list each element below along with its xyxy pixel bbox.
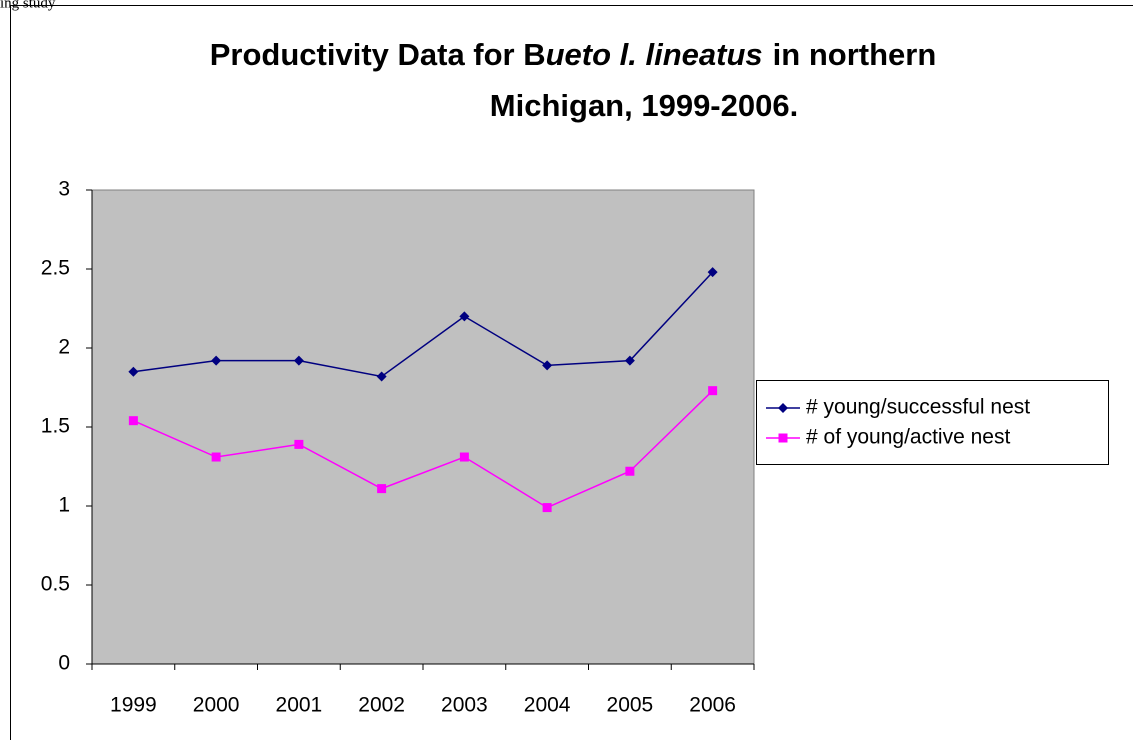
point <box>376 371 387 382</box>
chart-title: Productivity Data for Bueto l. lineatus i… <box>210 37 937 72</box>
legend-label: # of young/active nest <box>806 426 1010 449</box>
chart-title: Michigan, 1999-2006. <box>490 88 798 123</box>
point <box>459 311 470 322</box>
y-tick-label: 2.5 <box>41 257 70 280</box>
point <box>211 355 222 366</box>
y-tick-label: 2 <box>58 336 70 359</box>
point <box>128 416 138 426</box>
x-tick-label: 1999 <box>110 694 157 717</box>
x-tick-label: 2000 <box>193 694 240 717</box>
plot-area <box>91 189 755 665</box>
series-line <box>133 271 714 378</box>
legend-box <box>756 380 1109 465</box>
y-tick-label: 3 <box>58 178 70 201</box>
title-part: in northern <box>773 37 937 72</box>
y-tick-label: 1.5 <box>41 415 70 438</box>
series-line <box>133 390 714 509</box>
point <box>211 452 221 462</box>
y-tick-label: 1 <box>58 494 70 517</box>
point <box>377 484 387 494</box>
caption-backing <box>0 0 120 5</box>
caption: ing study <box>0 0 56 11</box>
point <box>778 403 788 413</box>
point <box>294 439 304 449</box>
point <box>459 452 469 462</box>
point <box>128 366 139 377</box>
x-tick-label: 2002 <box>358 694 405 717</box>
title-part: ueto l. lineatus <box>546 37 763 72</box>
title-part: Productivity Data for B <box>210 37 546 72</box>
point <box>293 355 304 366</box>
point <box>624 355 635 366</box>
x-tick-label: 2003 <box>441 694 488 717</box>
x-tick-label: 2001 <box>276 694 323 717</box>
x-tick-label: 2006 <box>689 694 736 717</box>
x-tick-label: 2005 <box>607 694 654 717</box>
y-tick-label: 0 <box>58 652 70 675</box>
point <box>542 360 553 371</box>
point <box>707 267 718 278</box>
point <box>542 503 552 513</box>
point <box>708 386 718 396</box>
legend-label: # young/successful nest <box>806 396 1030 419</box>
point <box>778 433 788 443</box>
y-tick-label: 0.5 <box>41 573 70 596</box>
x-tick-label: 2004 <box>524 694 571 717</box>
point <box>625 466 635 476</box>
